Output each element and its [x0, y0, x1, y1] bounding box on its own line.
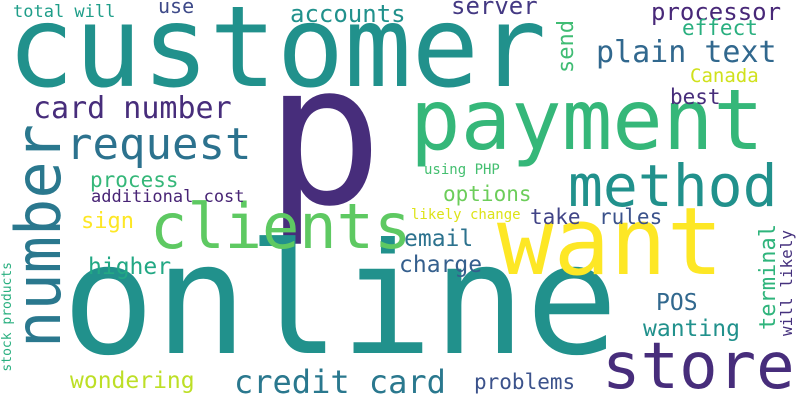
- word-will-likely: will likely: [777, 230, 796, 336]
- word-number: number: [2, 124, 75, 348]
- word-server: server: [451, 0, 538, 20]
- word-take: take: [530, 205, 581, 229]
- word-request: request: [66, 119, 252, 170]
- word-total-will: total will: [13, 2, 116, 22]
- word-options: options: [443, 182, 532, 206]
- word-processor: processor: [651, 0, 782, 26]
- word-card-number: card number: [33, 91, 232, 126]
- word-payment: payment: [410, 71, 765, 169]
- word-accounts: accounts: [290, 0, 406, 28]
- word-rules: rules: [599, 205, 663, 229]
- word-plain-text: plain text: [596, 35, 777, 70]
- word-store: store: [602, 330, 795, 400]
- word-process: process: [90, 168, 179, 192]
- word-wanting: wanting: [643, 316, 740, 342]
- word-use: use: [158, 0, 195, 18]
- word-online: online: [62, 211, 619, 390]
- word-wondering: wondering: [70, 368, 195, 394]
- word-using-php: using PHP: [424, 162, 500, 178]
- word-send: send: [554, 20, 579, 73]
- word-higher: higher: [88, 254, 172, 280]
- word-problems: problems: [474, 370, 576, 394]
- word-credit-card: credit card: [234, 363, 446, 400]
- word-sign: sign: [81, 209, 134, 234]
- word-clients: clients: [150, 190, 412, 263]
- word-effect: effect: [682, 16, 758, 40]
- word-charge: charge: [399, 252, 483, 278]
- word-best: best: [670, 85, 721, 109]
- word-additional-cost: additional cost: [91, 187, 245, 207]
- word-likely-change: likely change: [411, 207, 521, 223]
- word-method: method: [568, 152, 778, 220]
- word-p: p: [265, 22, 384, 250]
- word-canada: Canada: [690, 65, 759, 87]
- word-email: email: [404, 226, 474, 252]
- word-pos: POS: [656, 290, 698, 316]
- word-want: want: [497, 188, 724, 297]
- word-stock-products: stock products: [0, 262, 15, 372]
- word-customer: customer: [7, 0, 547, 113]
